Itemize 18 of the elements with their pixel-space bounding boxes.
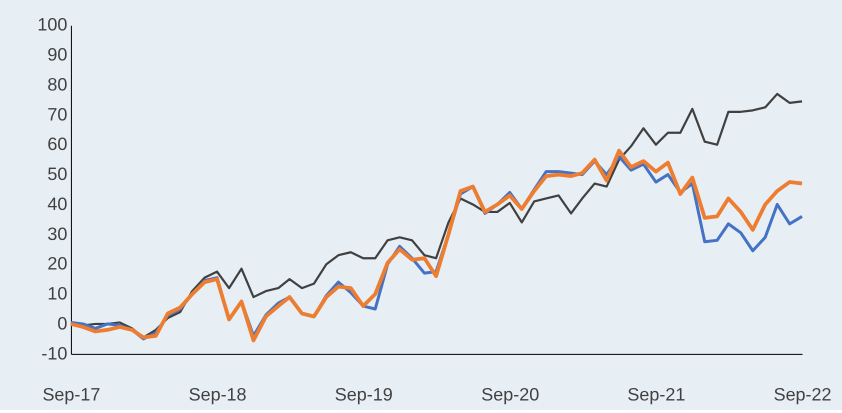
y-tick-label: -10 [41,343,68,364]
x-tick-label: Sep-19 [334,384,393,404]
y-tick-label: 30 [47,224,68,244]
y-tick-label: 10 [47,284,68,304]
x-tick-label: Sep-22 [774,384,832,404]
y-tick-label: 100 [37,14,68,35]
x-tick-label: Sep-20 [481,384,540,404]
y-tick-label: 60 [47,134,68,154]
y-tick-label: 80 [47,74,68,94]
x-tick-label: Sep-18 [188,384,247,404]
y-tick-label: 0 [57,313,68,334]
x-tick-label: Sep-17 [42,384,100,404]
y-tick-label: 40 [47,194,68,214]
y-tick-label: 20 [47,254,68,274]
x-tick-label: Sep-21 [627,384,686,404]
y-tick-label: 70 [47,104,68,124]
y-tick-label: 50 [47,164,68,184]
y-tick-label: 90 [47,44,68,65]
